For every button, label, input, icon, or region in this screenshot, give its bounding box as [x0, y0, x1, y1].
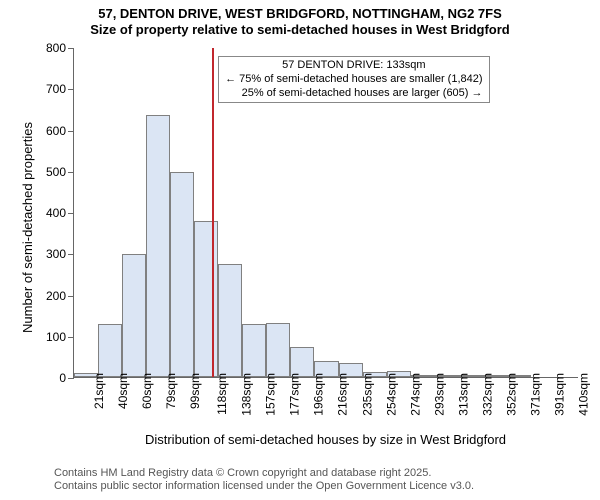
x-tick-label: 177sqm — [288, 373, 302, 416]
x-tick-label: 21sqm — [92, 373, 106, 409]
x-tick-label: 410sqm — [576, 373, 590, 416]
x-tick-label: 196sqm — [312, 373, 326, 416]
y-tick — [68, 172, 74, 173]
y-tick-label: 300 — [46, 247, 66, 261]
histogram-bar — [218, 264, 242, 377]
x-tick-label: 254sqm — [384, 373, 398, 416]
y-tick — [68, 337, 74, 338]
annotation-line: 25% of semi-detached houses are larger (… — [225, 87, 482, 101]
y-tick-label: 200 — [46, 289, 66, 303]
chart-title-2: Size of property relative to semi-detach… — [0, 22, 600, 38]
y-tick-label: 800 — [46, 41, 66, 55]
annotation-line: 57 DENTON DRIVE: 133sqm — [225, 59, 482, 73]
x-tick-label: 157sqm — [264, 373, 278, 416]
x-tick-label: 274sqm — [408, 373, 422, 416]
y-tick-label: 700 — [46, 82, 66, 96]
y-tick-label: 400 — [46, 206, 66, 220]
y-axis-label: Number of semi-detached properties — [20, 122, 35, 333]
x-tick-label: 138sqm — [240, 373, 254, 416]
annotation-line: ← 75% of semi-detached houses are smalle… — [225, 73, 482, 87]
annotation-box: 57 DENTON DRIVE: 133sqm← 75% of semi-det… — [218, 56, 489, 103]
x-tick-label: 332sqm — [480, 373, 494, 416]
x-tick-label: 391sqm — [552, 373, 566, 416]
reference-line — [212, 48, 214, 377]
histogram-bar — [122, 254, 146, 377]
x-tick-label: 352sqm — [504, 373, 518, 416]
chart-plot-area: 010020030040050060070080021sqm40sqm60sqm… — [73, 48, 578, 378]
y-tick-label: 500 — [46, 165, 66, 179]
x-tick-label: 293sqm — [432, 373, 446, 416]
histogram-bar — [194, 221, 218, 377]
y-tick — [68, 378, 74, 379]
histogram-bar — [146, 115, 170, 377]
y-tick — [68, 48, 74, 49]
x-tick-label: 40sqm — [116, 373, 130, 409]
y-tick — [68, 254, 74, 255]
x-tick-label: 118sqm — [215, 373, 229, 415]
y-tick-label: 600 — [46, 124, 66, 138]
histogram-bar — [170, 172, 194, 377]
footer-line-1: Contains HM Land Registry data © Crown c… — [54, 467, 474, 481]
y-tick-label: 100 — [46, 330, 66, 344]
y-tick-label: 0 — [59, 371, 66, 385]
y-tick — [68, 131, 74, 132]
y-tick — [68, 296, 74, 297]
histogram-bar — [266, 323, 290, 377]
x-axis-label: Distribution of semi-detached houses by … — [73, 432, 578, 447]
x-tick-label: 313sqm — [456, 373, 470, 416]
footer-line-2: Contains public sector information licen… — [54, 480, 474, 494]
y-tick — [68, 89, 74, 90]
footer-attribution: Contains HM Land Registry data © Crown c… — [54, 467, 474, 495]
x-tick-label: 60sqm — [140, 373, 154, 409]
x-tick-label: 235sqm — [360, 373, 374, 416]
y-tick — [68, 213, 74, 214]
x-tick-label: 371sqm — [528, 373, 542, 416]
chart-title-1: 57, DENTON DRIVE, WEST BRIDGFORD, NOTTIN… — [0, 0, 600, 22]
x-tick-label: 216sqm — [336, 373, 350, 416]
histogram-bar — [242, 324, 266, 377]
x-tick-label: 99sqm — [188, 373, 202, 409]
x-tick-label: 79sqm — [164, 373, 178, 409]
histogram-bar — [98, 324, 122, 377]
